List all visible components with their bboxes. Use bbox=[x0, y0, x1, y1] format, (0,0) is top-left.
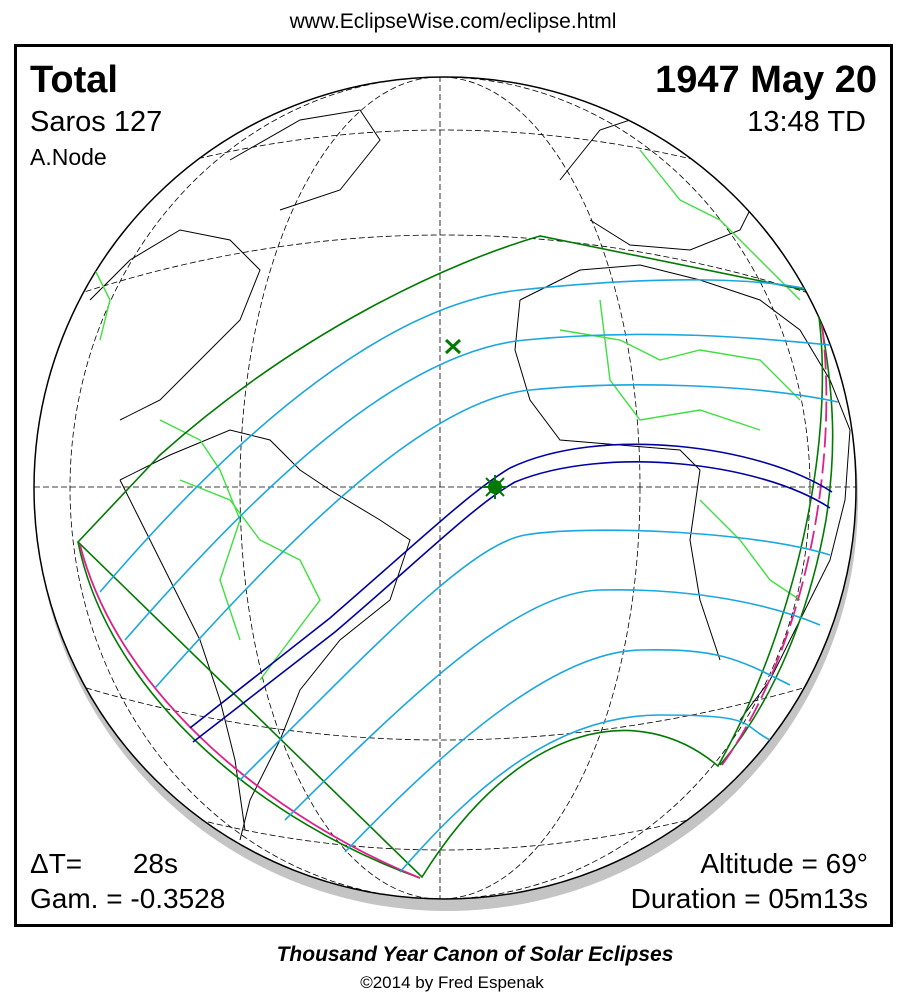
umbra-limit bbox=[192, 461, 831, 743]
node: A.Node bbox=[30, 144, 107, 170]
rise-set-curve bbox=[721, 297, 828, 766]
rise-set-curve bbox=[79, 544, 421, 879]
eclipse-type: Total bbox=[30, 59, 118, 101]
delta-t-label: ΔT= bbox=[30, 848, 82, 879]
altitude: Altitude = 69° bbox=[700, 848, 868, 879]
time: 13:48 TD bbox=[747, 106, 866, 138]
penumbra-limit bbox=[76, 235, 824, 879]
globe-content bbox=[34, 77, 856, 899]
copyright: ©2014 by Fred Espenak bbox=[360, 973, 544, 992]
footer-title: Thousand Year Canon of Solar Eclipses bbox=[277, 943, 674, 966]
date: 1947 May 20 bbox=[655, 59, 877, 101]
gamma: Gam. = -0.3528 bbox=[30, 883, 225, 914]
graticule bbox=[34, 77, 856, 899]
subsolar-marker bbox=[444, 338, 462, 355]
greatest-eclipse-marker bbox=[483, 475, 507, 499]
saros: Saros 127 bbox=[30, 106, 162, 138]
penumbra-limit bbox=[719, 291, 834, 766]
globe bbox=[33, 76, 857, 900]
borders bbox=[89, 149, 801, 681]
penumbra-limit bbox=[77, 541, 421, 879]
url: www.EclipseWise.com/eclipse.html bbox=[289, 10, 617, 33]
delta-t-value: 28s bbox=[133, 848, 178, 879]
time-lines bbox=[99, 279, 839, 873]
duration: Duration = 05m13s bbox=[631, 883, 868, 914]
umbra-limit bbox=[189, 443, 833, 729]
